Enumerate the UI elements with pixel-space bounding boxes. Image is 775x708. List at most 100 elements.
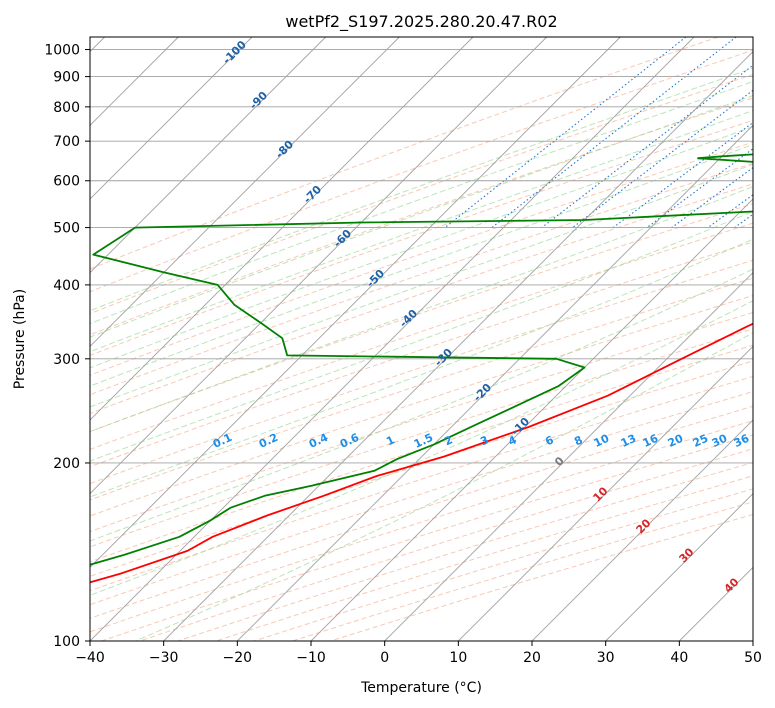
dewpoint-profile-line <box>90 153 753 566</box>
dry-adiabat-line <box>90 277 753 501</box>
moist-adiabat-line <box>135 332 753 641</box>
mixing-ratio-label: 13 <box>619 432 638 450</box>
y-tick-label: 1000 <box>44 43 80 59</box>
moist-adiabat-line <box>90 95 753 338</box>
isotherm-gridline <box>163 51 753 641</box>
dry-adiabat-label: 20 <box>634 516 654 536</box>
mixing-ratio-label: 1 <box>384 433 396 448</box>
dry-adiabat-line <box>90 360 753 577</box>
y-tick-label: 400 <box>53 278 80 294</box>
dry-adiabat-line <box>90 37 719 270</box>
dry-adiabat-line <box>90 294 753 517</box>
plot-frame <box>89 36 754 642</box>
dry-adiabat-line <box>90 375 753 592</box>
x-axis-ticks: −40 −30 −20 −10 0 10 20 30 40 50 <box>75 641 762 666</box>
mixing-ratio-label: 10 <box>592 432 612 450</box>
dry-adiabat-line <box>90 141 753 376</box>
y-axis-ticks: 100 200 300 400 500 600 700 800 900 1000 <box>44 43 90 650</box>
mixing-ratio-label: 36 <box>732 432 752 450</box>
moist-adiabat-line <box>90 268 753 542</box>
x-tick-label: 20 <box>523 650 541 666</box>
isotherm-gridline <box>237 124 753 641</box>
dry-adiabat-line <box>101 434 753 641</box>
mixing-ratio-label: 0.4 <box>307 431 330 451</box>
dry-adiabat-line <box>90 97 753 336</box>
isotherm-gridline <box>605 493 753 641</box>
background-line-labels: -100-90-80-70-60-50-40-30-20-10010203040… <box>211 38 752 596</box>
mixing-ratio-label: 20 <box>666 432 686 450</box>
mixing-ratio-line <box>541 64 753 229</box>
mixing-ratio-label: 1.5 <box>412 431 435 451</box>
x-tick-label: 40 <box>670 650 688 666</box>
y-tick-label: 300 <box>53 352 80 368</box>
isotherm-gridline <box>310 198 753 641</box>
moist-adiabat-line <box>90 210 753 462</box>
dry-adiabat-line <box>292 501 753 641</box>
x-tick-label: 10 <box>449 650 467 666</box>
dry-adiabat-line <box>90 259 753 485</box>
isotherm-gridline <box>90 37 474 421</box>
dry-adiabat-line <box>90 222 753 450</box>
mixing-ratio-label: 25 <box>691 432 710 450</box>
x-tick-label: 50 <box>744 650 762 666</box>
dry-adiabat-line <box>90 162 753 396</box>
dry-adiabat-line <box>90 119 753 356</box>
moist-adiabat-line <box>90 300 753 596</box>
dry-adiabat-line <box>90 328 753 548</box>
x-axis-label: Temperature (°C) <box>360 680 482 696</box>
x-tick-label: −20 <box>223 650 253 666</box>
isotherm-gridline <box>90 37 400 347</box>
x-tick-label: 0 <box>380 650 389 666</box>
y-tick-label: 100 <box>53 634 80 650</box>
moist-adiabat-line <box>90 186 753 433</box>
moist-adiabat-line <box>90 238 753 498</box>
dry-adiabat-line <box>90 73 753 315</box>
mixing-ratio-line <box>572 89 753 229</box>
dry-adiabat-line <box>90 241 753 468</box>
moist-adiabat-line <box>90 163 753 408</box>
temperature-profile-line <box>90 322 753 584</box>
dry-adiabat-label: 10 <box>591 484 611 504</box>
y-tick-label: 500 <box>53 221 80 237</box>
mixing-ratio-label: 30 <box>710 432 730 450</box>
chart-title: wetPf2_S197.2025.280.20.47.R02 <box>285 12 557 32</box>
isotherm-gridline <box>90 37 547 495</box>
y-tick-label: 200 <box>53 456 80 472</box>
mixing-ratio-label: 0.6 <box>338 431 361 451</box>
mixing-ratio-lines <box>444 37 753 229</box>
x-tick-label: −40 <box>75 650 105 666</box>
dry-adiabat-line <box>90 391 753 606</box>
dry-adiabat-line <box>90 183 753 414</box>
isotherm-gridline <box>90 37 253 200</box>
x-tick-label: −30 <box>149 650 179 666</box>
moist-adiabat-line <box>90 143 753 387</box>
y-tick-label: 900 <box>53 70 80 86</box>
dry-adiabat-line <box>90 311 753 533</box>
isotherm-gridline <box>384 272 753 641</box>
mixing-ratio-line <box>612 121 753 229</box>
dry-adiabat-label: -50 <box>364 267 387 290</box>
isotherm-gridline <box>531 419 753 641</box>
dry-adiabat-line <box>90 344 753 563</box>
moist-adiabat-line <box>90 80 753 325</box>
dry-adiabat-label: -30 <box>432 346 455 369</box>
y-tick-label: 700 <box>53 134 80 150</box>
mixing-ratio-line <box>491 37 737 229</box>
dry-adiabat-line <box>330 513 753 641</box>
plot-area <box>90 37 753 641</box>
mixing-ratio-line <box>734 213 753 229</box>
dry-adiabat-line <box>90 203 753 433</box>
mixing-ratio-label: 16 <box>641 432 661 450</box>
dry-adiabat-label: 30 <box>677 545 697 565</box>
dry-adiabats <box>90 37 753 641</box>
isotherm-gridline <box>90 37 326 274</box>
isotherm-gridline <box>458 345 753 641</box>
mixing-ratio-label: 0.1 <box>211 431 234 451</box>
grid-lines <box>90 37 753 641</box>
dry-adiabat-label: -100 <box>220 38 249 67</box>
y-tick-label: 800 <box>53 100 80 116</box>
isotherm-gridline <box>90 37 695 641</box>
dry-adiabat-label: 40 <box>722 575 742 595</box>
moist-adiabat-line <box>90 126 753 369</box>
